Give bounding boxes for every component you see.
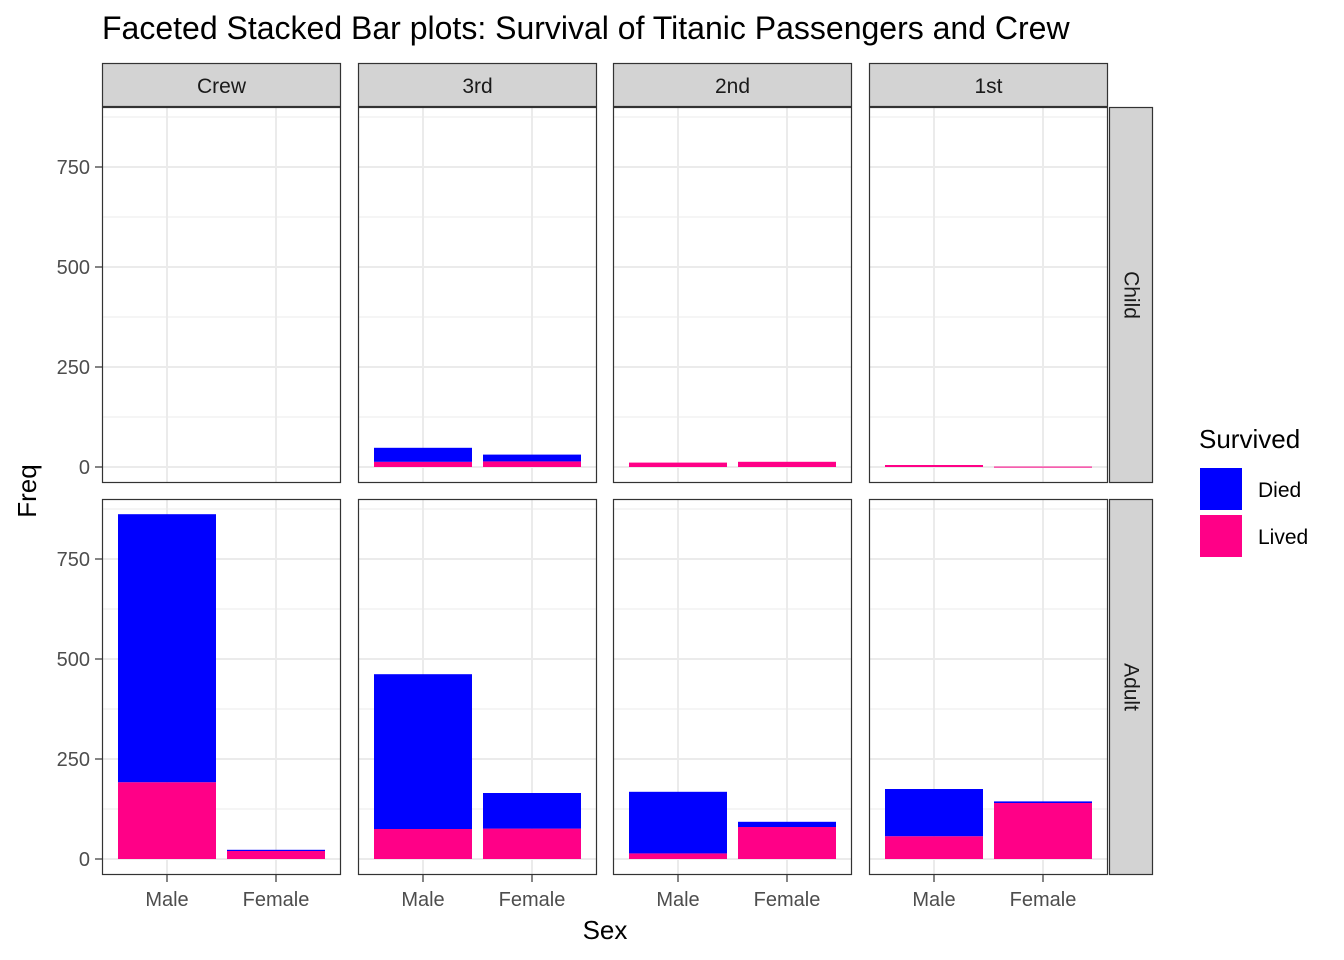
x-tick-label: Male	[401, 889, 444, 911]
strip-row-label: Adult	[1120, 663, 1143, 711]
y-tick-label: 500	[57, 257, 90, 279]
panel-child-3rd	[357, 106, 598, 484]
panel-border	[101, 498, 342, 876]
bar-died-female	[483, 793, 581, 829]
strip-col-label: 2nd	[715, 75, 750, 98]
strip-col-label: Crew	[197, 75, 247, 98]
legend-key-died	[1200, 468, 1242, 510]
panel-child-crew	[101, 106, 342, 484]
strip-col-1st	[868, 62, 1109, 108]
bar-lived-female	[738, 461, 836, 467]
panel-border	[101, 106, 342, 484]
bar-lived-female	[227, 851, 325, 859]
y-tick-label: 0	[79, 457, 90, 479]
bar-died-female	[994, 801, 1092, 803]
y-tick-label: 250	[57, 749, 90, 771]
panel-adult-2nd	[612, 498, 853, 876]
legend-title: Survived	[1199, 424, 1300, 454]
bar-died-male	[885, 789, 983, 837]
panel-adult-crew	[101, 498, 342, 876]
bar-died-female	[738, 821, 836, 827]
strip-col-crew	[101, 62, 342, 108]
bar-died-male	[629, 791, 727, 854]
bar-died-female	[483, 454, 581, 462]
panel-border	[868, 106, 1109, 484]
panel-border	[357, 106, 598, 484]
y-tick-label: 250	[57, 357, 90, 379]
strip-col-label: 3rd	[462, 75, 492, 98]
bar-died-male	[374, 447, 472, 462]
chart-title: Faceted Stacked Bar plots: Survival of T…	[102, 10, 1070, 46]
strip-col-label: 1st	[974, 75, 1002, 98]
bar-lived-male	[374, 829, 472, 859]
strip-row-adult	[1108, 498, 1154, 876]
strip-col-3rd	[357, 62, 598, 108]
panel-adult-1st	[868, 498, 1109, 876]
strip-col-2nd	[612, 62, 853, 108]
x-tick-label: Female	[754, 889, 821, 911]
bar-lived-female	[483, 828, 581, 859]
bar-lived-male	[629, 853, 727, 859]
panel-border	[612, 498, 853, 876]
x-tick-label: Female	[499, 889, 566, 911]
legend-key-lived	[1200, 515, 1242, 557]
x-tick-label: Male	[912, 889, 955, 911]
bar-died-male	[118, 514, 216, 783]
y-tick-label: 750	[57, 157, 90, 179]
panel-border	[612, 106, 853, 484]
bar-lived-female	[994, 466, 1092, 468]
x-tick-label: Male	[145, 889, 188, 911]
panel-child-2nd	[612, 106, 853, 484]
y-axis-title: Freq	[12, 464, 42, 517]
legend-label-died: Died	[1258, 479, 1301, 502]
y-tick-label: 500	[57, 649, 90, 671]
bar-lived-female	[994, 803, 1092, 859]
bar-lived-male	[885, 465, 983, 467]
x-tick-label: Female	[243, 889, 310, 911]
panel-background	[102, 107, 341, 483]
bar-lived-male	[629, 462, 727, 467]
bar-died-female	[227, 849, 325, 851]
strip-row-label: Child	[1120, 271, 1143, 319]
bar-died-male	[374, 674, 472, 829]
panels-layer: Crew 3rd 2nd 1st Child Adult 0 250 500 750 0 250 500…	[57, 62, 1154, 911]
panel-background	[358, 107, 597, 483]
panel-border	[868, 498, 1109, 876]
panel-border	[357, 498, 598, 876]
x-axis-title: Sex	[583, 915, 628, 945]
panel-child-1st	[868, 106, 1109, 484]
bar-lived-male	[374, 461, 472, 467]
strip-row-child	[1108, 106, 1154, 484]
bar-lived-male	[885, 836, 983, 859]
panel-background	[613, 107, 852, 483]
legend: Survived Died Lived	[1199, 424, 1308, 558]
x-tick-label: Female	[1010, 889, 1077, 911]
y-tick-label: 0	[79, 849, 90, 871]
panel-adult-3rd	[357, 498, 598, 876]
legend-label-lived: Lived	[1258, 526, 1308, 549]
panel-background	[869, 107, 1108, 483]
bar-lived-female	[738, 827, 836, 859]
bar-lived-female	[483, 461, 581, 467]
y-tick-label: 750	[57, 549, 90, 571]
x-tick-label: Male	[656, 889, 699, 911]
bar-lived-male	[118, 782, 216, 859]
